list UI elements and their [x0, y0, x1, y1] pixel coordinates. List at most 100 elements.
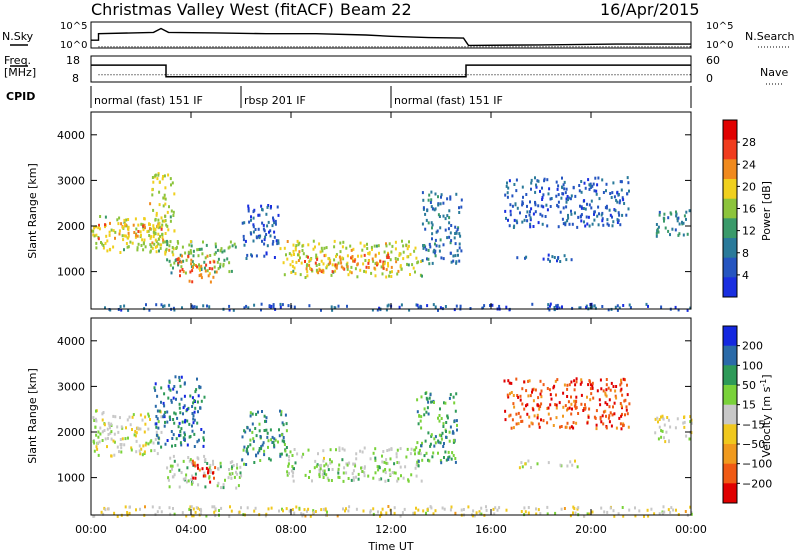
power-cell-954	[557, 205, 560, 209]
power-cell-47	[118, 232, 121, 236]
velocity-cell-826	[568, 426, 571, 430]
power-cell-221	[151, 176, 154, 179]
power-cell-920	[549, 205, 552, 208]
power-cell-1110	[415, 303, 418, 307]
velocity-cell-680	[446, 416, 449, 420]
velocity-cell-1169	[213, 510, 216, 514]
velocity-cell-1209	[214, 514, 217, 518]
velocity-cell-1241	[539, 512, 542, 516]
velocity-cell-873	[540, 395, 543, 399]
power-cell-326	[204, 269, 207, 273]
power-cell-737	[458, 232, 461, 236]
power-cell-635	[286, 257, 289, 261]
power-cell-706	[455, 260, 458, 264]
power-cell-882	[568, 222, 571, 226]
power-cell-752	[427, 198, 430, 202]
power-cell-613	[300, 261, 303, 265]
velocity-cell-855	[598, 398, 601, 402]
power-cell-818	[612, 220, 615, 224]
velocity-cell-179	[178, 421, 181, 425]
power-cell-484	[293, 253, 295, 256]
power-cell-297	[214, 245, 217, 249]
power-cell-555	[394, 240, 397, 244]
velocity-cell-62	[92, 416, 95, 420]
velocity-cell-1165	[603, 510, 606, 514]
power-cell-534	[298, 241, 301, 245]
power-cell-1123	[202, 304, 205, 308]
velocity-cell-323	[217, 467, 219, 471]
power-cell-708	[460, 205, 463, 209]
velocity-cell-167	[202, 444, 205, 448]
velocity-cell-666	[434, 441, 437, 445]
power-cell-1240	[398, 305, 401, 309]
velocity-cell-694	[434, 435, 437, 439]
velocity-cell-964	[589, 383, 592, 387]
power-cell-909	[521, 200, 524, 204]
nave-label: Nave	[760, 66, 788, 79]
power-cell-1140	[594, 306, 597, 310]
velocity-cell-532	[395, 455, 398, 459]
velocity-cell-517	[355, 457, 358, 461]
velocity-cell-472	[415, 446, 418, 450]
power-cell-150	[135, 233, 138, 237]
power-cell-9	[164, 219, 167, 223]
power-cell-949	[567, 213, 569, 217]
velocity-cell-1207	[393, 506, 396, 510]
velocity-cell-969	[552, 386, 555, 390]
velocity-cell-72	[138, 444, 141, 448]
velocity-cell-351	[190, 461, 193, 465]
velocity-cell-723	[438, 433, 441, 437]
power-cell-722	[455, 261, 458, 265]
velocity-cell-747	[452, 431, 455, 435]
velocity-cell-652	[448, 396, 451, 400]
velocity-colorbar-tick-label-4: −15	[742, 418, 765, 431]
power-cell-88	[157, 242, 160, 246]
velocity-cell-145	[173, 411, 176, 415]
power-cell-169	[161, 177, 164, 181]
velocity-cell-752	[455, 419, 458, 423]
velocity-cell-1264	[307, 507, 310, 511]
power-cell-812	[541, 198, 544, 201]
velocity-cell-176	[181, 420, 184, 424]
time-axis-label: Time UT	[367, 540, 413, 553]
power-cell-936	[534, 190, 537, 194]
power-cell-62	[123, 248, 125, 252]
velocity-cell-476	[322, 469, 324, 473]
power-cell-138	[123, 234, 126, 238]
power-cell-1044	[580, 190, 583, 194]
power-cell-26	[162, 240, 165, 244]
velocity-cell-739	[453, 419, 456, 423]
velocity-cell-525	[323, 472, 326, 476]
velocity-cell-1227	[320, 508, 323, 512]
power-cell-314	[170, 271, 173, 275]
power-cell-447	[391, 244, 394, 248]
power-cell-36	[134, 217, 137, 221]
velocity-colorbar-band-3	[723, 385, 737, 406]
power-cell-268	[222, 264, 225, 268]
velocity-cell-792	[532, 387, 535, 391]
velocity-cell-19	[139, 427, 142, 431]
velocity-cell-599	[396, 448, 399, 452]
velocity-cell-918	[510, 391, 513, 394]
velocity-cell-538	[406, 447, 409, 451]
power-cell-218	[154, 238, 157, 242]
velocity-cell-620	[293, 467, 295, 471]
velocity-cell-1113	[379, 514, 381, 518]
velocity-cell-809	[573, 379, 576, 383]
power-cell-622	[301, 249, 304, 252]
velocity-cell-344	[236, 466, 239, 470]
velocity-cell-908	[539, 405, 542, 408]
power-cell-965	[614, 209, 617, 213]
power-cell-679	[322, 269, 325, 273]
power-cell-546	[304, 276, 307, 279]
velocity-cell-446	[285, 422, 288, 426]
power-cell-741	[446, 236, 449, 240]
velocity-cell-899	[605, 426, 608, 430]
velocity-cell-1137	[93, 514, 96, 518]
velocity-cell-253	[191, 405, 194, 408]
power-cell-887	[609, 192, 612, 195]
velocity-cell-685	[439, 459, 442, 463]
velocity-cell-1163	[309, 514, 312, 518]
velocity-cell-261	[168, 380, 171, 384]
power-cell-356	[207, 274, 210, 278]
